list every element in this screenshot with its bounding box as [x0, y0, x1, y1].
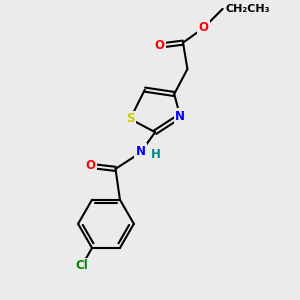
Text: O: O	[85, 159, 96, 172]
Text: O: O	[199, 22, 208, 34]
Text: S: S	[126, 112, 134, 125]
Text: H: H	[151, 148, 160, 161]
Text: N: N	[136, 145, 146, 158]
Text: O: O	[154, 39, 164, 52]
Text: Cl: Cl	[75, 259, 88, 272]
Text: CH₂CH₃: CH₂CH₃	[226, 4, 270, 14]
Text: N: N	[175, 110, 185, 122]
